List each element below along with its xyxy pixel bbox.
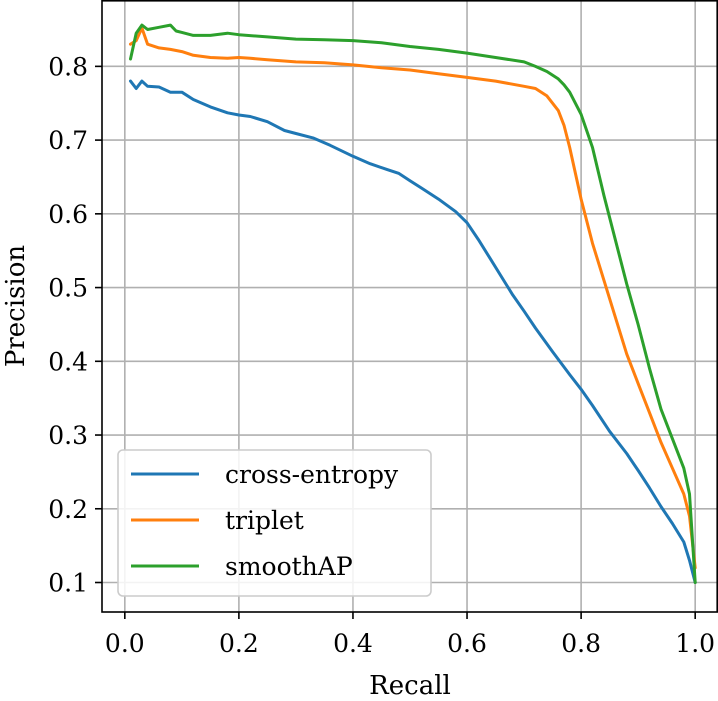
- grid: [102, 0, 718, 612]
- axis-ticks: 0.0 0.2 0.4 0.6 0.8 1.0 0.1 0.2 0.3 0.4 0.5 0.6 0.7 0…: [48, 52, 715, 658]
- x-tick-label: 0.4: [333, 629, 373, 658]
- x-tick-label: 0.6: [447, 629, 487, 658]
- x-tick-label: 0.8: [561, 629, 601, 658]
- x-tick-label: 0.2: [219, 629, 259, 658]
- y-tick-label: 0.7: [48, 126, 88, 155]
- plot-frame: [101, 0, 718, 613]
- series-lines: [129, 23, 697, 584]
- y-tick-label: 0.8: [48, 52, 88, 81]
- y-tick-label: 0.6: [48, 200, 88, 229]
- series-line-cross-entropy: [129, 79, 697, 584]
- y-tick-label: 0.3: [48, 421, 88, 450]
- series-line-triplet: [129, 26, 697, 570]
- series-line-smoothAP: [129, 23, 697, 584]
- y-tick-label: 0.2: [48, 495, 88, 524]
- y-axis-label: Precision: [1, 245, 31, 367]
- y-tick-label: 0.1: [48, 569, 88, 598]
- x-tick-label: 1.0: [675, 629, 715, 658]
- legend-label: smoothAP: [225, 552, 353, 581]
- legend-label: cross-entropy: [225, 460, 399, 489]
- y-tick-label: 0.4: [48, 347, 88, 376]
- x-axis-label: Recall: [369, 671, 451, 701]
- legend: cross-entropy triplet smoothAP: [117, 449, 432, 597]
- legend-box: [117, 449, 432, 597]
- legend-label: triplet: [225, 506, 304, 535]
- y-tick-label: 0.5: [48, 274, 88, 303]
- x-tick-label: 0.0: [105, 629, 145, 658]
